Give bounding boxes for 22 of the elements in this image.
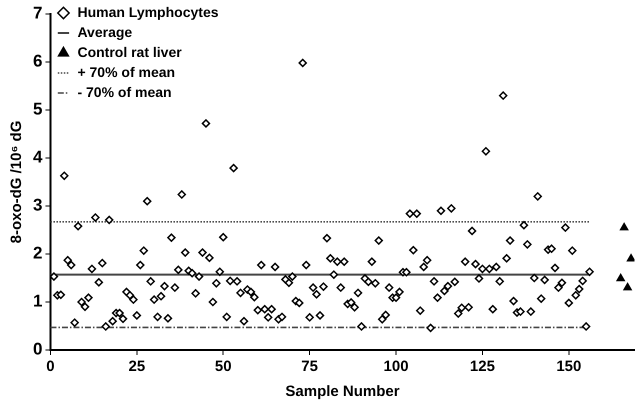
y-tick-label: 5 xyxy=(32,100,42,119)
legend-label: Control rat liver xyxy=(77,44,182,60)
x-tick-label: 0 xyxy=(46,358,55,376)
x-axis-title: Sample Number xyxy=(285,383,400,400)
y-tick-label: 0 xyxy=(32,340,42,359)
x-tick-label: 25 xyxy=(128,358,146,376)
y-tick-label: 4 xyxy=(32,148,43,167)
y-tick-label: 1 xyxy=(32,292,42,311)
x-tick-label: 50 xyxy=(214,358,232,376)
y-tick-label: 7 xyxy=(32,4,42,23)
legend-label: Human Lymphocytes xyxy=(77,4,219,20)
x-tick-label: 75 xyxy=(301,358,318,376)
legend-label: + 70% of mean xyxy=(77,64,176,80)
y-axis-title: 8-oxo-dG /10⁶ dG xyxy=(8,120,26,244)
x-tick-label: 150 xyxy=(556,358,582,376)
legend-label: - 70% of mean xyxy=(77,84,172,100)
x-tick-label: 100 xyxy=(384,358,409,376)
y-tick-label: 3 xyxy=(32,196,42,215)
y-tick-label: 6 xyxy=(32,52,42,71)
x-tick-label: 125 xyxy=(470,358,495,376)
y-tick-label: 2 xyxy=(32,244,42,263)
legend-label: Average xyxy=(77,24,132,40)
